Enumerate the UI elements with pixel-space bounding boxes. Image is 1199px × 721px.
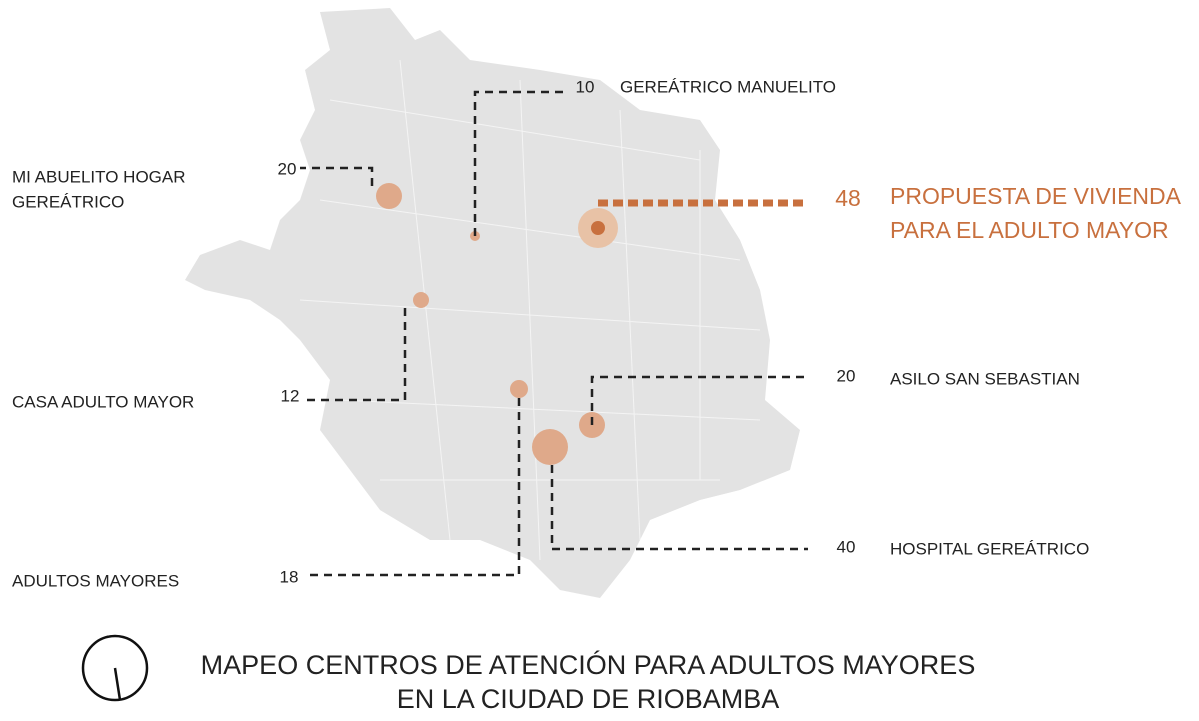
title: EN LA CIUDAD DE RIOBAMBA [397,684,780,714]
leader-line [473,90,565,236]
capacity: 20 [278,159,297,178]
facility-name: CASA ADULTO MAYOR [12,392,194,411]
facility-name: GEREÁTRICO MANUELITO [620,77,836,96]
facility-name: ADULTOS MAYORES [12,571,179,590]
facility-marker [532,429,568,465]
capacity: 10 [576,77,595,96]
facility-name: GEREÁTRICO [12,192,124,211]
capacity: 40 [837,537,856,556]
leader-line [590,375,808,425]
leader-line [550,465,808,551]
facility-name: HOSPITAL GEREÁTRICO [890,539,1089,558]
facility-name: ASILO SAN SEBASTIAN [890,369,1080,388]
facilities: 10 GEREÁTRICO MANUELITO 20 MI ABUELITO HOGA… [12,77,1182,590]
capacity: 18 [280,567,299,586]
facility-name: MI ABUELITO HOGAR [12,167,186,186]
leader-line [305,398,521,577]
leader-line [300,166,374,186]
leader-line [305,308,407,402]
facility-name: PROPUESTA DE VIVIENDA [890,183,1182,209]
facility-marker [510,380,528,398]
north-icon [81,634,149,702]
city-map [185,8,800,598]
facility-name: PARA EL ADULTO MAYOR [890,217,1169,243]
capacity: 20 [837,366,856,385]
facility-marker [376,183,402,209]
facility-marker [413,292,429,308]
capacity: 12 [281,386,300,405]
capacity: 48 [835,185,861,211]
north-needle [113,667,122,701]
title: MAPEO CENTROS DE ATENCIÓN PARA ADULTOS M… [201,649,976,680]
proposal-core [591,221,605,235]
